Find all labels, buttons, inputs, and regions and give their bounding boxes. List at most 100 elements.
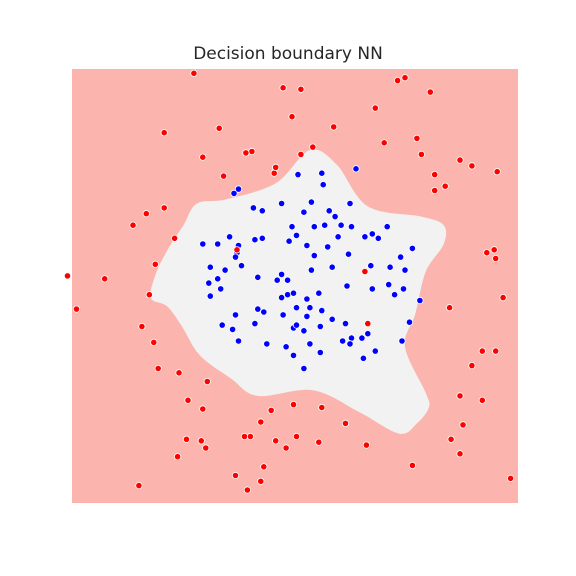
data-point <box>399 285 408 293</box>
data-point <box>506 474 515 482</box>
data-point <box>347 223 356 231</box>
data-point <box>251 236 259 244</box>
data-point <box>426 88 434 96</box>
data-point <box>492 254 500 263</box>
data-point <box>306 340 314 348</box>
data-point <box>283 276 292 284</box>
series-1 <box>63 69 515 494</box>
data-point <box>129 221 137 229</box>
data-point <box>218 321 226 329</box>
data-point <box>101 275 109 283</box>
data-point <box>233 246 241 254</box>
data-point <box>416 296 424 305</box>
data-point <box>478 347 486 355</box>
data-point <box>325 207 333 215</box>
data-point <box>490 246 498 254</box>
data-point <box>331 213 339 221</box>
data-point <box>258 234 266 242</box>
data-point <box>468 162 476 170</box>
data-point <box>243 486 251 494</box>
data-point <box>318 169 326 177</box>
data-point <box>393 77 402 85</box>
data-point <box>300 364 308 373</box>
data-point <box>408 244 416 252</box>
data-point <box>289 351 298 359</box>
data-point <box>294 171 302 179</box>
data-point <box>367 262 375 270</box>
data-point <box>288 113 296 121</box>
data-point <box>321 221 329 229</box>
data-point <box>324 243 332 251</box>
data-point <box>383 223 391 231</box>
data-point <box>303 295 311 303</box>
data-point <box>258 207 266 215</box>
data-point <box>307 266 315 274</box>
data-point <box>160 129 168 137</box>
data-point <box>285 237 293 245</box>
data-point <box>242 149 250 157</box>
decision-region-layer <box>150 149 447 434</box>
data-point <box>431 171 439 179</box>
data-point <box>341 419 350 427</box>
data-point <box>371 104 379 112</box>
data-point <box>315 289 323 297</box>
data-point <box>361 233 369 241</box>
data-point <box>277 199 286 208</box>
data-point <box>343 282 351 290</box>
data-point <box>456 392 464 400</box>
data-point <box>254 305 262 313</box>
data-point <box>202 444 210 452</box>
data-point <box>316 322 324 331</box>
data-point <box>229 325 237 333</box>
data-point <box>358 334 366 342</box>
data-point <box>267 406 275 414</box>
data-point <box>260 463 268 471</box>
data-point <box>385 280 393 289</box>
data-point <box>199 153 207 161</box>
data-point <box>282 444 290 452</box>
data-point <box>478 396 486 404</box>
data-point <box>413 134 421 142</box>
data-point <box>396 253 405 261</box>
data-point <box>288 223 296 231</box>
data-point <box>206 292 214 300</box>
data-point <box>226 233 234 241</box>
data-point <box>328 263 336 271</box>
data-point <box>292 432 301 441</box>
data-point <box>431 186 439 195</box>
data-point <box>346 199 354 208</box>
data-point <box>154 364 162 373</box>
data-point <box>135 481 143 490</box>
data-point <box>371 347 379 355</box>
data-point <box>362 441 370 449</box>
data-point <box>493 168 501 176</box>
series-0 <box>199 165 424 373</box>
data-point <box>145 291 153 299</box>
data-point <box>282 343 290 351</box>
data-point <box>380 139 388 147</box>
data-point <box>359 354 367 362</box>
data-point <box>263 340 271 348</box>
data-point <box>328 315 336 323</box>
data-point <box>445 304 454 312</box>
data-point <box>231 253 240 261</box>
data-point <box>405 318 414 326</box>
data-point <box>310 252 318 260</box>
data-point <box>338 337 347 345</box>
data-point <box>364 330 372 338</box>
data-point <box>337 221 345 229</box>
data-point <box>330 123 338 131</box>
data-point <box>341 319 350 328</box>
data-point <box>272 163 280 171</box>
data-point <box>283 291 292 299</box>
data-point <box>319 181 327 189</box>
data-point <box>468 361 476 370</box>
data-point <box>150 338 158 346</box>
data-point <box>334 233 342 241</box>
data-point <box>364 319 372 328</box>
data-point <box>309 143 317 151</box>
data-point <box>297 85 305 93</box>
data-point <box>303 241 311 250</box>
data-point <box>221 266 229 274</box>
